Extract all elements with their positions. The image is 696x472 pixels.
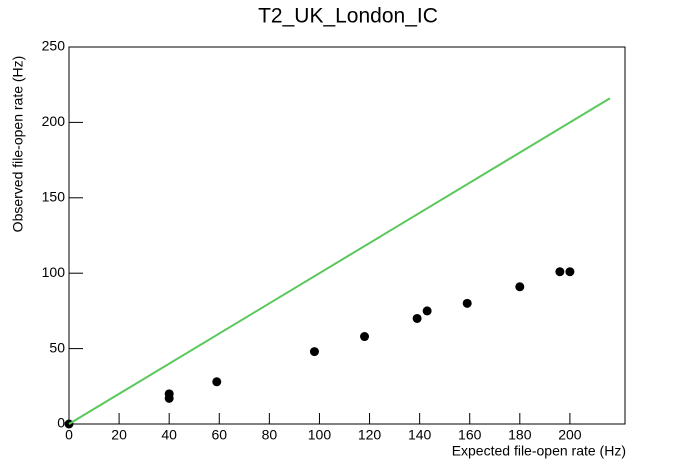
x-tick-label: 180	[508, 427, 532, 443]
chart-title: T2_UK_London_IC	[258, 5, 438, 28]
x-axis-label: Expected file-open rate (Hz)	[452, 443, 626, 459]
x-tick-label: 160	[458, 427, 482, 443]
y-tick-label: 150	[42, 189, 66, 205]
data-point	[360, 332, 370, 342]
data-point	[555, 267, 565, 277]
y-tick-label: 200	[42, 113, 66, 129]
data-point	[515, 282, 525, 292]
data-point	[164, 393, 174, 403]
x-tick-label: 140	[408, 427, 432, 443]
y-tick-label: 50	[49, 339, 65, 355]
data-point	[462, 298, 472, 308]
x-tick-label: 40	[161, 427, 177, 443]
x-tick-label: 100	[308, 427, 332, 443]
data-point	[412, 313, 422, 323]
x-tick-label: 20	[111, 427, 127, 443]
y-tick-label: 0	[57, 415, 65, 431]
data-point	[212, 377, 222, 387]
y-tick-label: 100	[42, 264, 66, 280]
x-tick-label: 80	[262, 427, 278, 443]
x-tick-label: 60	[211, 427, 227, 443]
data-point	[422, 306, 432, 316]
x-tick-label: 200	[558, 427, 582, 443]
y-axis-label: Observed file-open rate (Hz)	[10, 56, 26, 233]
fit-line	[68, 97, 611, 425]
data-point	[565, 267, 575, 277]
plot-frame	[68, 46, 626, 425]
y-tick-label: 250	[42, 38, 66, 54]
x-tick-label: 0	[65, 427, 73, 443]
data-point	[309, 347, 319, 357]
x-tick-label: 120	[358, 427, 382, 443]
